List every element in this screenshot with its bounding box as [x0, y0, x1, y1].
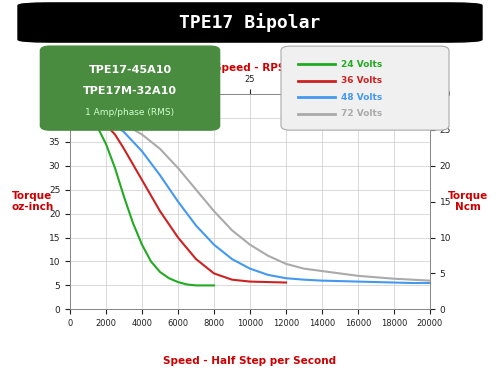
Text: 1 Amp/phase (RMS): 1 Amp/phase (RMS)	[86, 108, 174, 117]
Text: 72 Volts: 72 Volts	[341, 109, 382, 118]
FancyBboxPatch shape	[40, 46, 220, 130]
Text: Torque
Ncm: Torque Ncm	[448, 191, 488, 212]
Text: TPE17 Bipolar: TPE17 Bipolar	[180, 13, 320, 32]
Text: TPE17-45A10: TPE17-45A10	[88, 65, 172, 75]
Text: Torque
oz-inch: Torque oz-inch	[11, 191, 53, 212]
FancyBboxPatch shape	[18, 3, 482, 42]
Text: Speed - Half Step per Second: Speed - Half Step per Second	[164, 356, 336, 366]
Text: 48 Volts: 48 Volts	[341, 93, 382, 102]
X-axis label: Speed - RPS: Speed - RPS	[214, 63, 286, 73]
Text: 24 Volts: 24 Volts	[341, 60, 382, 69]
Text: 36 Volts: 36 Volts	[341, 76, 382, 85]
Text: TPE17M-32A10: TPE17M-32A10	[83, 86, 177, 96]
FancyBboxPatch shape	[281, 46, 449, 130]
